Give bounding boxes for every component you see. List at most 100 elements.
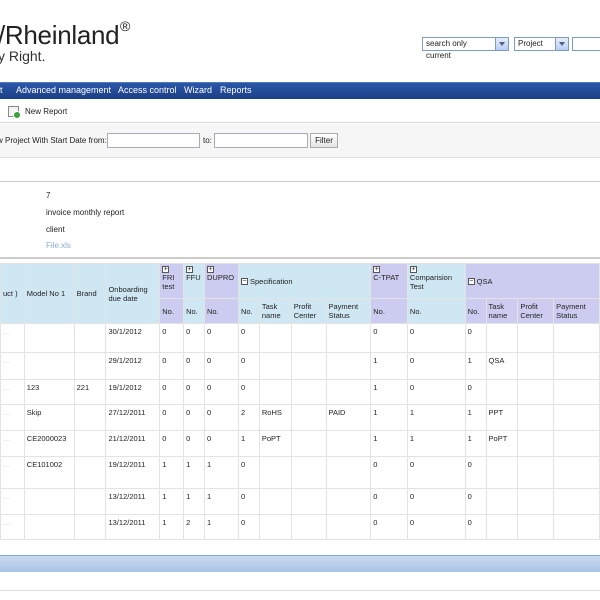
cell-qsa-payment-status <box>553 323 600 353</box>
cell-product: … <box>0 430 25 457</box>
cell-brand <box>73 488 107 515</box>
col-product[interactable]: uct ) <box>0 263 25 324</box>
start-date-from-input[interactable] <box>107 133 200 148</box>
col-qsa-no: No. <box>464 298 487 324</box>
col-spec-no: No. <box>237 298 260 324</box>
to-label: to: <box>203 136 212 145</box>
report-file-link[interactable]: File.xls <box>46 241 71 250</box>
toolbar: New Report <box>0 101 600 123</box>
cell-spec-profit-center <box>290 430 327 457</box>
table-row[interactable]: … CE101002 19/12/2011 1 1 1 0 0 0 0 <box>0 456 600 489</box>
cell-product: … <box>0 488 25 515</box>
table-row[interactable]: … 29/1/2012 0 0 0 0 1 0 1 QSA <box>0 352 600 380</box>
nav-item-management[interactable]: t <box>0 85 3 95</box>
cell-fri-no: 0 <box>159 352 185 380</box>
new-report-icon[interactable] <box>8 106 21 119</box>
expand-icon[interactable]: + <box>186 265 194 273</box>
filter-label: w Project With Start Date from: <box>0 136 107 145</box>
cell-brand <box>73 404 107 431</box>
cell-fri-no: 0 <box>159 379 185 405</box>
cell-brand <box>73 323 107 353</box>
nav-item-advanced-management[interactable]: Advanced management <box>16 85 112 95</box>
cell-dupro-no: 0 <box>204 404 239 431</box>
cell-qsa-task <box>485 514 519 540</box>
cell-brand <box>73 514 107 540</box>
col-ctpat[interactable]: + C-TPAT <box>370 263 408 299</box>
cell-qsa-payment-status <box>553 514 600 540</box>
cell-due-date: 29/1/2012 <box>105 352 161 380</box>
cell-spec-no: 2 <box>237 404 260 431</box>
col-comparision-test[interactable]: + Comparision Test <box>406 263 466 299</box>
cell-due-date: 19/12/2011 <box>105 456 161 489</box>
nav-item-wizard[interactable]: Wizard <box>184 85 213 95</box>
table-row[interactable]: … Skip 27/12/2011 0 0 0 2 RoHS PAID 1 1 1 PPT <box>0 404 600 431</box>
col-spec-payment-status: Payment Status <box>325 298 372 324</box>
cell-fri-no: 1 <box>159 488 185 515</box>
col-dupro[interactable]: + DUPRO <box>204 263 239 299</box>
search-type-select[interactable]: Project <box>514 37 556 51</box>
cell-comparision-no: 0 <box>406 456 466 489</box>
footer-bar <box>0 555 600 572</box>
collapse-icon[interactable]: − <box>467 278 475 286</box>
nav-item-access-control[interactable]: Access control <box>118 85 177 95</box>
cell-qsa-payment-status <box>553 404 600 431</box>
table-row[interactable]: … CE2000023 21/12/2011 0 0 0 1 PoPT 1 1 1 PoPT <box>0 430 600 457</box>
col-ffu-no: No. <box>183 298 206 324</box>
cell-ctpat-no: 0 <box>370 456 408 489</box>
cell-dupro-no: 1 <box>204 488 239 515</box>
cell-ctpat-no: 0 <box>370 514 408 540</box>
expand-icon[interactable]: + <box>409 265 417 273</box>
col-group-specification[interactable]: − Specification <box>237 263 372 299</box>
cell-fri-no: 1 <box>159 514 185 540</box>
col-brand[interactable]: Brand <box>73 263 107 324</box>
search-scope-select[interactable]: search only current <box>422 37 496 60</box>
table-body: … 30/1/2012 0 0 0 0 0 0 0… 29/1/2012 0 0 0 0 1 0 1 QSA… 12… <box>0 323 600 540</box>
col-model-no[interactable]: Model No 1 <box>23 263 75 324</box>
table-row[interactable]: … 13/12/2011 1 1 1 0 0 0 0 <box>0 488 600 515</box>
cell-spec-task <box>258 514 292 540</box>
expand-icon[interactable]: + <box>207 265 215 273</box>
report-count: 7 <box>46 191 51 200</box>
col-comparision-label: Comparision Test <box>409 273 453 291</box>
cell-qsa-no: 0 <box>464 323 487 353</box>
table-row[interactable]: … 123 221 19/1/2012 0 0 0 0 1 0 0 <box>0 379 600 405</box>
col-onboarding-due-date[interactable]: Onboarding due date <box>105 263 161 324</box>
cell-ctpat-no: 1 <box>370 404 408 431</box>
col-spec-task-name: Task name <box>258 298 292 324</box>
cell-ctpat-no: 1 <box>370 430 408 457</box>
cell-dupro-no: 0 <box>204 430 239 457</box>
cell-due-date: 27/12/2011 <box>105 404 161 431</box>
expand-icon[interactable]: + <box>162 265 170 273</box>
col-qsa-task-name: Task name <box>485 298 519 324</box>
chevron-down-icon[interactable] <box>496 37 509 51</box>
chevron-down-icon[interactable] <box>556 37 569 51</box>
start-date-to-input[interactable] <box>214 133 308 148</box>
col-fri-test[interactable]: + FRI test <box>159 263 185 299</box>
cell-product: … <box>0 323 25 353</box>
expand-icon[interactable]: + <box>373 265 381 273</box>
cell-ctpat-no: 0 <box>370 323 408 353</box>
cell-spec-payment-status <box>325 514 372 540</box>
divider <box>0 590 600 591</box>
cell-qsa-profit-center <box>517 488 555 515</box>
cell-ffu-no: 0 <box>183 379 206 405</box>
nav-item-reports[interactable]: Reports <box>220 85 252 95</box>
filter-button[interactable]: Filter <box>310 133 338 148</box>
col-ffu[interactable]: + FFU <box>183 263 206 299</box>
cell-fri-no: 1 <box>159 456 185 489</box>
cell-qsa-profit-center <box>517 379 555 405</box>
col-fri-test-label: FRI test <box>162 273 175 291</box>
new-report-link[interactable]: New Report <box>25 107 68 116</box>
cell-qsa-task <box>485 379 519 405</box>
cell-spec-task: PoPT <box>258 430 292 457</box>
cell-qsa-profit-center <box>517 352 555 380</box>
table-row[interactable]: … 13/12/2011 1 2 1 0 0 0 0 <box>0 514 600 540</box>
search-input[interactable] <box>572 37 600 51</box>
collapse-icon[interactable]: − <box>240 278 248 286</box>
table-row[interactable]: … 30/1/2012 0 0 0 0 0 0 0 <box>0 323 600 353</box>
cell-spec-task <box>258 488 292 515</box>
col-comparision-no: No. <box>406 298 466 324</box>
cell-model-no <box>23 488 75 515</box>
col-group-qsa[interactable]: − QSA <box>464 263 600 299</box>
cell-qsa-profit-center <box>517 404 555 431</box>
